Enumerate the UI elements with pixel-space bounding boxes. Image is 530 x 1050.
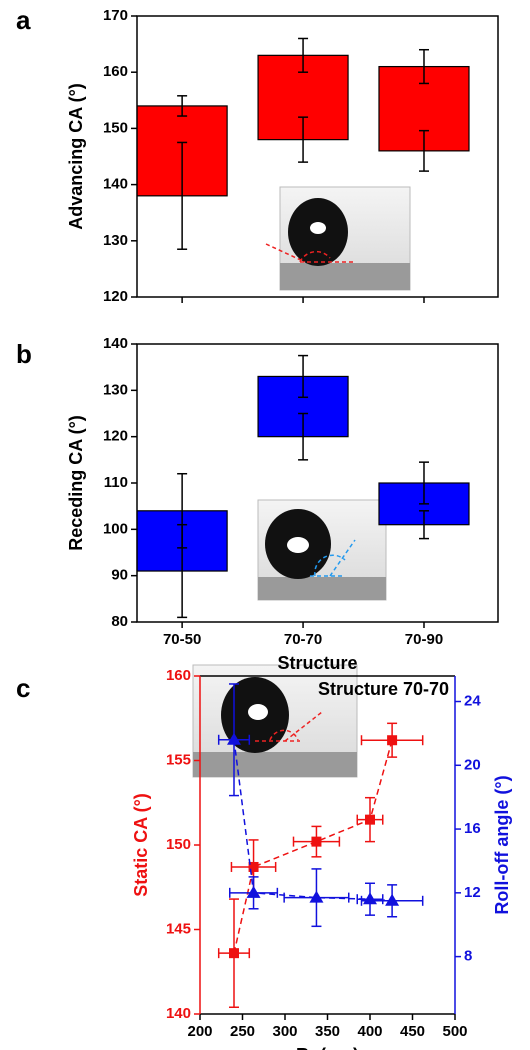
x-axis-title-part: R bbox=[296, 1045, 309, 1050]
y-tick-label: 160 bbox=[103, 63, 128, 80]
y-tick-label: 140 bbox=[166, 1005, 191, 1022]
y-tick-label: 150 bbox=[103, 119, 128, 136]
y2-tick-label: 8 bbox=[464, 948, 472, 965]
x-tick-label: 400 bbox=[357, 1023, 382, 1040]
error-bar bbox=[418, 48, 429, 85]
marker bbox=[229, 948, 239, 959]
x-tick-label: 70-50 bbox=[163, 631, 201, 648]
x-tick-label: 70-90 bbox=[405, 631, 443, 648]
x-axis-title: Structure bbox=[277, 653, 357, 673]
y-tick-label: 110 bbox=[104, 474, 128, 491]
x-axis-title-part: (nm) bbox=[315, 1045, 359, 1050]
y-tick-label: 80 bbox=[111, 613, 128, 630]
error-bar bbox=[298, 354, 309, 399]
marker bbox=[227, 732, 241, 745]
inset-photo bbox=[192, 664, 358, 778]
error-bar bbox=[418, 510, 429, 540]
y-tick-label: 120 bbox=[103, 428, 128, 445]
y-tick-label: 130 bbox=[103, 232, 128, 249]
x-tick-label: 200 bbox=[187, 1023, 212, 1040]
error-bar bbox=[177, 141, 188, 250]
y-axis-title: Receding CA (°) bbox=[66, 415, 86, 551]
x-tick-label: 500 bbox=[442, 1023, 467, 1040]
y-tick-label: 150 bbox=[166, 836, 191, 853]
series-line bbox=[233, 739, 393, 902]
error-bar bbox=[177, 472, 188, 549]
x-tick-label: 450 bbox=[400, 1023, 425, 1040]
error-bar bbox=[177, 95, 188, 117]
marker bbox=[311, 836, 322, 847]
y2-tick-label: 12 bbox=[464, 884, 481, 901]
annotation: Structure 70-70 bbox=[318, 679, 449, 699]
y-tick-label: 130 bbox=[103, 381, 128, 398]
y2-tick-label: 16 bbox=[464, 820, 481, 837]
y2-tick-label: 20 bbox=[464, 756, 481, 773]
y-tick-label: 140 bbox=[103, 335, 128, 352]
error-bar bbox=[298, 116, 309, 163]
error-bar bbox=[298, 412, 309, 461]
panel-label: a bbox=[16, 5, 31, 35]
y-tick-label: 160 bbox=[166, 667, 191, 684]
marker bbox=[309, 890, 324, 903]
marker bbox=[246, 885, 261, 898]
x-tick-label: 70-70 bbox=[284, 631, 322, 648]
marker bbox=[385, 893, 400, 906]
y-axis-title: Static CA (°) bbox=[131, 793, 151, 897]
y-tick-label: 145 bbox=[166, 920, 191, 937]
series-line bbox=[233, 740, 393, 954]
panel-label: c bbox=[16, 673, 30, 703]
inset-photo bbox=[265, 186, 411, 291]
inset-photo bbox=[257, 499, 387, 601]
marker bbox=[248, 861, 259, 872]
x-tick-label: 250 bbox=[230, 1023, 255, 1040]
error-bar bbox=[418, 129, 429, 172]
error-bar bbox=[298, 37, 309, 73]
y-tick-label: 140 bbox=[103, 176, 128, 193]
y2-tick-label: 24 bbox=[464, 692, 481, 709]
x-axis-title: Rz (nm) bbox=[296, 1045, 359, 1050]
x-tick-label: 300 bbox=[272, 1023, 297, 1040]
y-tick-label: 170 bbox=[103, 7, 128, 24]
y-axis-title: Advancing CA (°) bbox=[66, 83, 86, 230]
marker bbox=[387, 735, 398, 746]
y-tick-label: 155 bbox=[166, 751, 191, 768]
marker bbox=[365, 814, 375, 825]
y-tick-label: 100 bbox=[103, 520, 128, 537]
panel-label: b bbox=[16, 339, 32, 369]
y2-axis-title: Roll-off angle (°) bbox=[492, 775, 512, 914]
error-bar bbox=[418, 461, 429, 505]
marker bbox=[363, 892, 377, 905]
x-tick-label: 350 bbox=[315, 1023, 340, 1040]
y-tick-label: 120 bbox=[103, 288, 128, 305]
y-tick-label: 90 bbox=[111, 567, 128, 584]
